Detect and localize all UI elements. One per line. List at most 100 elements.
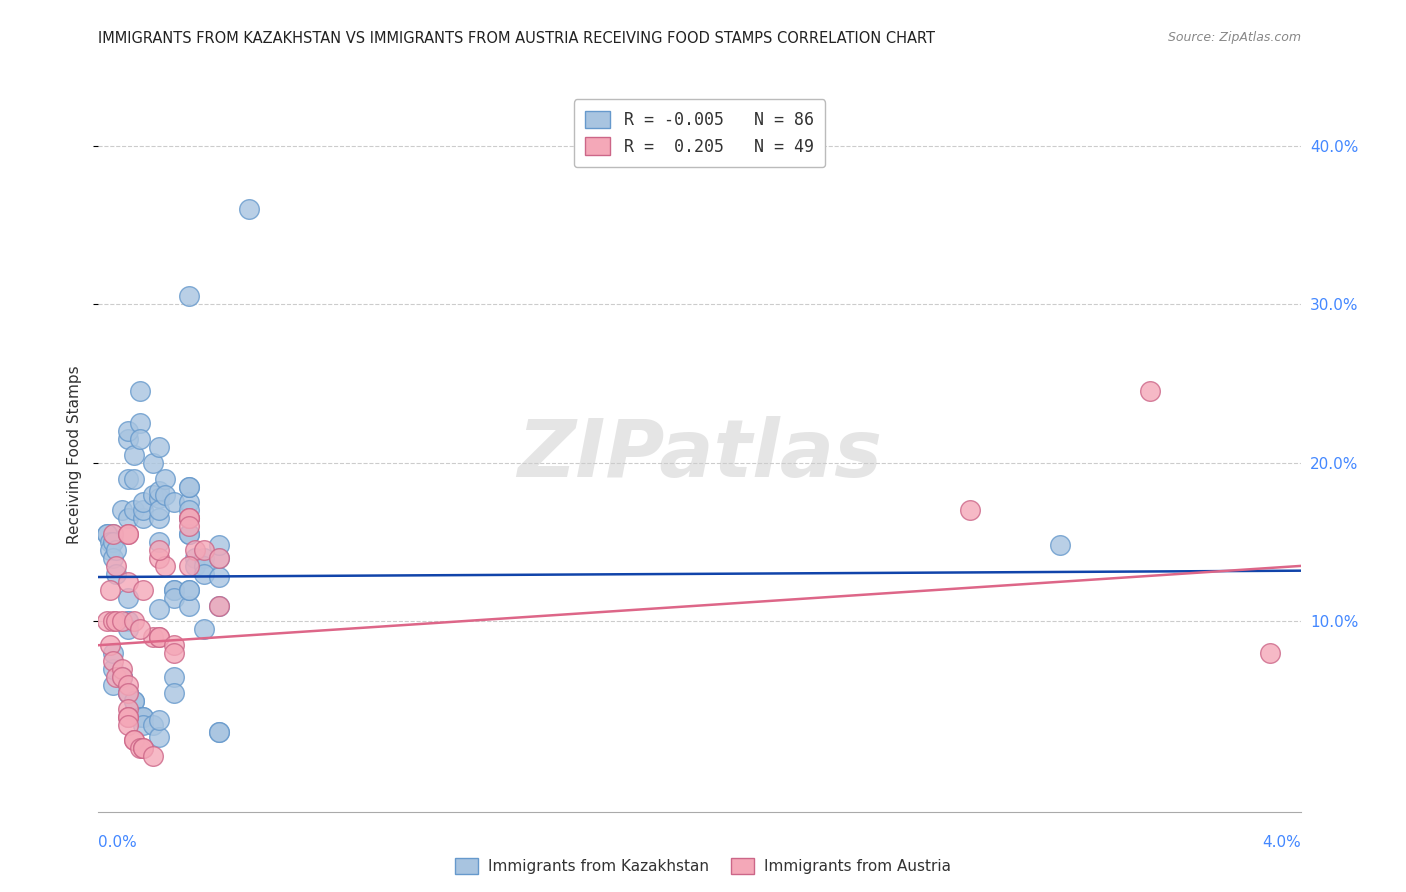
Point xyxy=(129,709,152,723)
Point xyxy=(1049,538,1071,552)
Legend: R = -0.005   N = 86, R =  0.205   N = 49: R = -0.005 N = 86, R = 0.205 N = 49 xyxy=(574,99,825,168)
Point xyxy=(177,495,200,509)
Point xyxy=(177,503,200,517)
Point xyxy=(124,615,146,629)
Point xyxy=(100,582,122,597)
Point xyxy=(124,472,146,486)
Point xyxy=(177,480,200,494)
Point xyxy=(193,558,215,573)
Point xyxy=(153,487,176,501)
Point xyxy=(111,670,134,684)
Point xyxy=(111,662,134,676)
Point xyxy=(117,709,139,723)
Point xyxy=(117,472,139,486)
Point xyxy=(132,511,155,525)
Point xyxy=(162,670,184,684)
Point xyxy=(117,686,139,700)
Text: ZIPatlas: ZIPatlas xyxy=(517,416,882,494)
Point xyxy=(105,566,128,581)
Point xyxy=(193,623,215,637)
Point xyxy=(177,558,200,573)
Point xyxy=(148,630,170,644)
Point xyxy=(1139,384,1161,399)
Text: 0.0%: 0.0% xyxy=(98,836,138,850)
Point xyxy=(141,749,163,764)
Point xyxy=(105,558,128,573)
Point xyxy=(132,717,155,731)
Point xyxy=(111,670,134,684)
Text: Source: ZipAtlas.com: Source: ZipAtlas.com xyxy=(1167,31,1301,45)
Point xyxy=(148,491,170,505)
Point xyxy=(208,725,231,739)
Point xyxy=(103,662,125,676)
Point xyxy=(193,543,215,558)
Point xyxy=(208,599,231,613)
Point xyxy=(183,543,205,558)
Point xyxy=(111,503,134,517)
Point xyxy=(117,527,139,541)
Point xyxy=(124,694,146,708)
Point xyxy=(124,503,146,517)
Point xyxy=(103,551,125,566)
Point xyxy=(96,527,118,541)
Point xyxy=(129,416,152,430)
Point xyxy=(208,551,231,566)
Point xyxy=(117,709,139,723)
Point xyxy=(103,527,125,541)
Point xyxy=(117,432,139,446)
Point xyxy=(148,730,170,744)
Point xyxy=(148,713,170,727)
Point xyxy=(177,527,200,541)
Point xyxy=(162,582,184,597)
Point xyxy=(141,630,163,644)
Point xyxy=(153,472,176,486)
Point xyxy=(208,570,231,584)
Point xyxy=(208,599,231,613)
Point xyxy=(124,733,146,747)
Point xyxy=(177,511,200,525)
Point xyxy=(177,582,200,597)
Point xyxy=(103,615,125,629)
Point xyxy=(117,615,139,629)
Point xyxy=(177,289,200,303)
Point xyxy=(105,543,128,558)
Point xyxy=(183,558,205,573)
Point xyxy=(129,384,152,399)
Y-axis label: Receiving Food Stamps: Receiving Food Stamps xyxy=(67,366,83,544)
Point xyxy=(129,623,152,637)
Point xyxy=(162,638,184,652)
Point xyxy=(124,733,146,747)
Point xyxy=(100,638,122,652)
Point xyxy=(1260,646,1282,660)
Point xyxy=(238,202,260,216)
Point xyxy=(141,487,163,501)
Point xyxy=(117,686,139,700)
Point xyxy=(177,599,200,613)
Point xyxy=(177,527,200,541)
Point xyxy=(148,440,170,454)
Point xyxy=(132,741,155,756)
Point xyxy=(103,535,125,549)
Point xyxy=(162,591,184,605)
Point xyxy=(177,480,200,494)
Point xyxy=(162,646,184,660)
Point xyxy=(148,601,170,615)
Point xyxy=(96,615,118,629)
Point xyxy=(141,456,163,470)
Point xyxy=(148,511,170,525)
Point xyxy=(177,582,200,597)
Point xyxy=(183,551,205,566)
Point xyxy=(117,615,139,629)
Point xyxy=(959,503,981,517)
Point xyxy=(162,686,184,700)
Point xyxy=(148,543,170,558)
Point xyxy=(103,646,125,660)
Point xyxy=(100,543,122,558)
Point xyxy=(111,670,134,684)
Point xyxy=(148,630,170,644)
Point xyxy=(117,527,139,541)
Point xyxy=(117,574,139,589)
Point xyxy=(117,686,139,700)
Point xyxy=(111,615,134,629)
Point xyxy=(141,717,163,731)
